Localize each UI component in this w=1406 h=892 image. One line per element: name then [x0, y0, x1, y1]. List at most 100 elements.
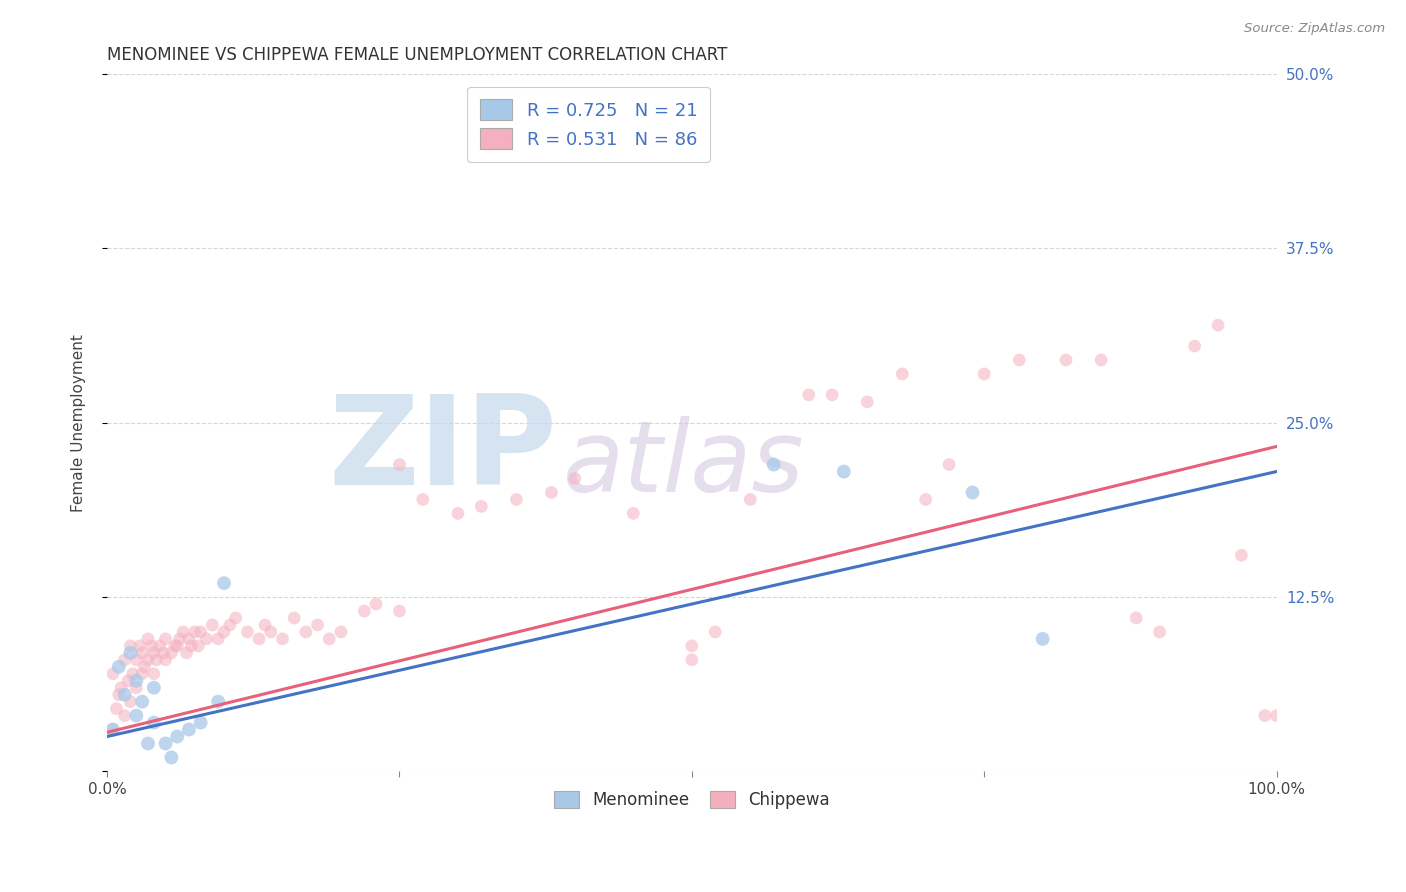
Point [388, 604, 411, 618]
Point [163, 639, 186, 653]
Point [938, 458, 960, 472]
Point [207, 632, 229, 646]
Point [120, 695, 142, 709]
Point [169, 632, 191, 646]
Point [187, 639, 209, 653]
Point [184, 624, 207, 639]
Point [212, 576, 235, 591]
Point [797, 388, 820, 402]
Point [1206, 318, 1229, 332]
Point [190, 624, 212, 639]
Point [388, 458, 411, 472]
Point [114, 688, 136, 702]
Point [131, 695, 153, 709]
Point [318, 632, 340, 646]
Point [121, 666, 143, 681]
Point [125, 681, 148, 695]
Point [740, 492, 762, 507]
Point [177, 723, 200, 737]
Point [131, 646, 153, 660]
Point [307, 618, 329, 632]
Point [166, 730, 188, 744]
Point [253, 618, 276, 632]
Point [271, 632, 294, 646]
Point [117, 673, 139, 688]
Point [236, 624, 259, 639]
Point [564, 471, 586, 485]
Point [201, 618, 224, 632]
Point [540, 485, 562, 500]
Point [101, 723, 124, 737]
Point [176, 646, 198, 660]
Point [136, 653, 159, 667]
Point [225, 611, 247, 625]
Point [149, 639, 172, 653]
Point [207, 695, 229, 709]
Point [260, 624, 283, 639]
Point [1125, 611, 1147, 625]
Point [160, 750, 183, 764]
Point [141, 639, 163, 653]
Point [110, 681, 132, 695]
Point [177, 632, 200, 646]
Point [107, 688, 129, 702]
Point [973, 367, 995, 381]
Point [128, 639, 150, 653]
Point [190, 715, 212, 730]
Point [353, 604, 375, 618]
Point [1265, 708, 1288, 723]
Text: ZIP: ZIP [329, 390, 557, 511]
Point [155, 653, 177, 667]
Point [364, 597, 387, 611]
Point [136, 632, 159, 646]
Point [166, 639, 188, 653]
Point [160, 646, 183, 660]
Point [1054, 353, 1077, 368]
Point [195, 632, 218, 646]
Point [142, 715, 165, 730]
Point [134, 660, 156, 674]
Point [136, 737, 159, 751]
Point [172, 624, 194, 639]
Point [125, 673, 148, 688]
Point [505, 492, 527, 507]
Point [856, 394, 879, 409]
Point [155, 737, 177, 751]
Point [330, 624, 353, 639]
Point [762, 458, 785, 472]
Point [1032, 632, 1054, 646]
Point [212, 624, 235, 639]
Point [125, 708, 148, 723]
Point [107, 660, 129, 674]
Point [891, 367, 914, 381]
Point [142, 681, 165, 695]
Point [1149, 624, 1171, 639]
Point [180, 639, 202, 653]
Point [101, 723, 124, 737]
Point [1008, 353, 1031, 368]
Point [142, 666, 165, 681]
Point [218, 618, 240, 632]
Point [114, 708, 136, 723]
Point [470, 500, 492, 514]
Point [145, 653, 167, 667]
Point [105, 701, 128, 715]
Point [1184, 339, 1206, 353]
Point [120, 639, 142, 653]
Legend: Menominee, Chippewa: Menominee, Chippewa [547, 784, 837, 815]
Point [681, 653, 703, 667]
Point [125, 653, 148, 667]
Point [704, 624, 727, 639]
Point [295, 624, 318, 639]
Point [155, 632, 177, 646]
Point [681, 639, 703, 653]
Y-axis label: Female Unemployment: Female Unemployment [72, 334, 86, 512]
Point [247, 632, 270, 646]
Text: Source: ZipAtlas.com: Source: ZipAtlas.com [1244, 22, 1385, 36]
Point [1230, 548, 1253, 562]
Point [412, 492, 434, 507]
Point [621, 507, 644, 521]
Point [962, 485, 984, 500]
Point [1090, 353, 1112, 368]
Point [152, 646, 174, 660]
